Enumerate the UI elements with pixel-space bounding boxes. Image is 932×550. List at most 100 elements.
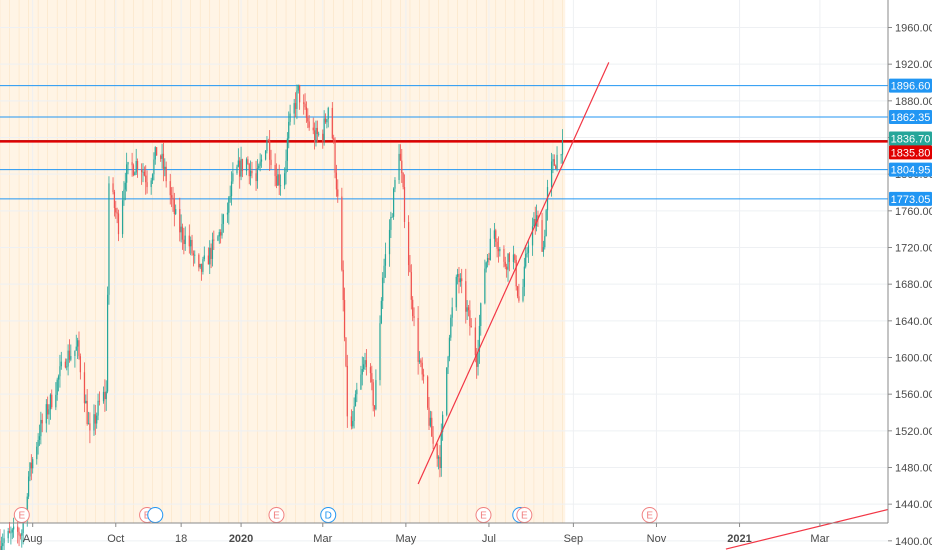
price-axis-label: 1400.00: [895, 536, 932, 548]
candle-body: [458, 274, 460, 283]
event-marker-letter: E: [480, 511, 487, 522]
earnings-marker[interactable]: [147, 507, 164, 523]
candle-body: [289, 113, 291, 122]
candle-body: [89, 423, 91, 431]
candle-body: [303, 102, 305, 104]
candle-body: [180, 226, 182, 233]
candle-body: [162, 153, 165, 169]
time-axis-label: 18: [175, 533, 187, 545]
candle-body: [115, 207, 117, 213]
candle-body: [67, 350, 69, 367]
candle-body: [431, 417, 433, 437]
candle-body: [388, 229, 391, 255]
candle-body: [68, 350, 71, 360]
price-axis-label: 1480.00: [895, 463, 932, 475]
candle-body: [446, 367, 448, 415]
candle-body: [417, 318, 419, 362]
candle-body: [285, 160, 287, 174]
candle-body: [286, 138, 288, 161]
candle-body: [346, 365, 348, 417]
price-tag: [889, 162, 932, 177]
trend-lines[interactable]: [417, 62, 895, 550]
candle-body: [379, 323, 381, 381]
candle-body: [401, 160, 403, 174]
candle-body: [345, 337, 347, 366]
trend-line[interactable]: [725, 507, 895, 550]
candle-body: [477, 352, 479, 367]
candle-body: [194, 254, 196, 256]
event-marker-letter: E: [273, 511, 280, 522]
candle-body: [85, 400, 87, 404]
candle-body: [476, 355, 478, 367]
candle-body: [447, 356, 449, 368]
candle-body: [41, 419, 43, 424]
candle-body: [383, 265, 385, 278]
candle-body: [59, 366, 61, 377]
trend-line[interactable]: [417, 62, 610, 485]
time-axis-label: 2021: [727, 533, 751, 545]
candle-body: [239, 160, 241, 177]
candle-body: [373, 405, 376, 410]
candle-body: [27, 476, 30, 497]
time-axis[interactable]: Aug Oct 18 2020 Mar May Jul Sep Nov 2021 Mar: [23, 523, 830, 545]
price-axis-label: 1640.00: [895, 316, 932, 328]
candle-body: [465, 281, 467, 312]
price-axis-label: 1760.00: [895, 206, 932, 218]
candle-body: [493, 230, 496, 239]
candle-body: [403, 187, 406, 222]
candle-body: [47, 404, 49, 415]
time-axis-label: Jul: [482, 533, 496, 545]
candle-body: [544, 236, 546, 248]
candle-body: [48, 409, 50, 415]
candle-body: [134, 172, 136, 176]
candle-body: [304, 103, 306, 108]
candle-body: [531, 226, 534, 246]
candle-body: [297, 85, 299, 91]
candle-body: [526, 252, 528, 254]
price-tag: [889, 110, 932, 125]
price-axis[interactable]: 1960.001920.001880.001840.001800.001760.…: [888, 23, 932, 548]
candle-body: [422, 374, 425, 377]
price-tag: [889, 131, 932, 146]
candle-body: [394, 179, 396, 189]
candle-body: [77, 340, 79, 347]
candle-body: [407, 221, 410, 266]
candle-body: [94, 414, 96, 424]
candle-body: [175, 209, 177, 215]
candle-body: [104, 391, 106, 400]
candle-body: [228, 197, 230, 213]
candle-body: [390, 217, 392, 230]
candle-body: [217, 236, 219, 241]
candle-body: [350, 416, 352, 427]
candle-body: [199, 263, 201, 268]
candle-body: [96, 415, 98, 424]
candle-body: [56, 379, 58, 395]
candle-body: [533, 219, 535, 227]
price-tag-label: 1862.35: [891, 112, 931, 124]
candle-body: [550, 161, 553, 188]
candle-body: [556, 154, 558, 169]
candle-body: [274, 165, 276, 177]
candle-body: [13, 526, 15, 530]
candle-body: [474, 327, 476, 356]
candle-body: [278, 174, 280, 186]
horizontal-levels[interactable]: [0, 85, 888, 200]
candle-body: [248, 164, 250, 177]
candle-body: [391, 216, 393, 218]
candle-body: [229, 196, 231, 198]
candlestick-series: [0, 84, 564, 550]
candle-body: [496, 241, 498, 249]
candle-body: [353, 406, 355, 421]
candle-body: [293, 103, 295, 114]
candle-body: [202, 259, 204, 272]
time-axis-label: Mar: [313, 533, 332, 545]
price-tag: [889, 145, 932, 160]
candle-body: [29, 462, 31, 477]
candle-body: [7, 531, 9, 539]
candle-body: [170, 195, 173, 198]
candle-body: [145, 175, 147, 183]
candle-body: [553, 159, 555, 166]
candle-body: [198, 254, 200, 268]
